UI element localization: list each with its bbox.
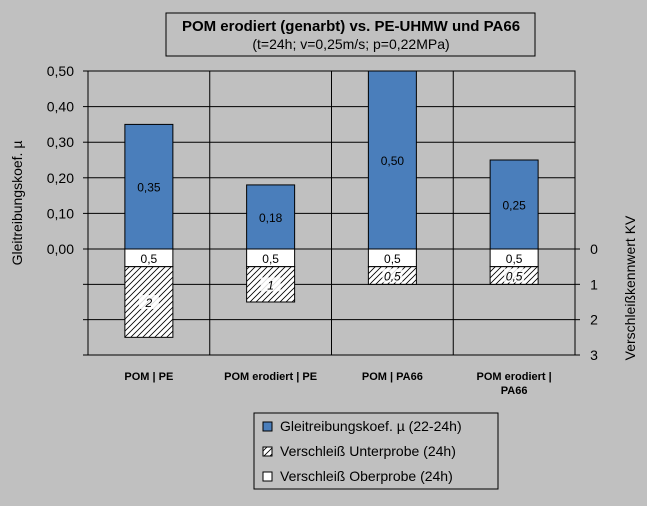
legend-swatch [262, 421, 273, 432]
bar-friction-label: 0,25 [502, 199, 526, 213]
y-right-tick-label: 1 [590, 276, 598, 292]
y-left-tick-label: 0,10 [47, 205, 74, 221]
bar-unterprobe-label-bg [138, 295, 159, 309]
y-right-axis-title: Verschleißkennwert KV [622, 215, 638, 360]
bar-unterprobe-label-bg [382, 268, 403, 283]
chart-title: POM erodiert (genarbt) vs. PE-UHMW und P… [182, 18, 520, 35]
bar-unterprobe-label: 0,5 [384, 270, 401, 284]
bar-unterprobe-label: 2 [145, 296, 153, 310]
y-left-tick-label: 0,00 [47, 241, 74, 257]
legend-label: Verschleiß Oberprobe (24h) [280, 468, 453, 484]
x-category-label: POM erodiert | [477, 371, 552, 383]
x-category-label: PA66 [501, 385, 528, 397]
bar-oberprobe-label: 0,5 [506, 252, 523, 266]
bar-oberprobe-label: 0,5 [262, 252, 279, 266]
legend-label: Verschleiß Unterprobe (24h) [280, 443, 456, 459]
legend-label: Gleitreibungskoef. µ (22-24h) [280, 418, 462, 434]
x-category-label: POM erodiert | PE [224, 371, 317, 383]
y-right-tick-label: 2 [590, 312, 598, 328]
y-right-tick-label: 3 [590, 347, 598, 363]
bar-unterprobe-label-bg [260, 277, 281, 292]
x-category-label: POM | PA66 [362, 371, 423, 383]
legend-swatch [262, 471, 273, 482]
bar-unterprobe-label: 1 [267, 278, 274, 292]
y-left-tick-label: 0,20 [47, 170, 74, 186]
legend-box [253, 412, 499, 490]
y-left-axis-title: Gleitreibungskoef. µ [9, 141, 25, 266]
bar-oberprobe-label: 0,5 [384, 252, 401, 266]
bar-unterprobe-label: 0,5 [506, 270, 523, 284]
bar-oberprobe-label: 0,5 [141, 252, 158, 266]
y-left-tick-label: 0,30 [47, 134, 74, 150]
x-category-label: POM | PE [124, 371, 173, 383]
title-box [165, 12, 536, 57]
bar-unterprobe-label-bg [504, 268, 525, 283]
bar-friction-label: 0,18 [259, 211, 283, 225]
chart-subtitle: (t=24h; v=0,25m/s; p=0,22MPa) [252, 36, 449, 52]
y-right-tick-label: 0 [590, 241, 598, 257]
bar-friction [489, 159, 539, 250]
bar-friction-label: 0,50 [381, 154, 405, 168]
y-left-tick-label: 0,40 [47, 99, 74, 115]
y-left-tick-label: 0,50 [47, 63, 74, 79]
legend-swatch [262, 446, 273, 457]
bar-friction-label: 0,35 [137, 181, 161, 195]
